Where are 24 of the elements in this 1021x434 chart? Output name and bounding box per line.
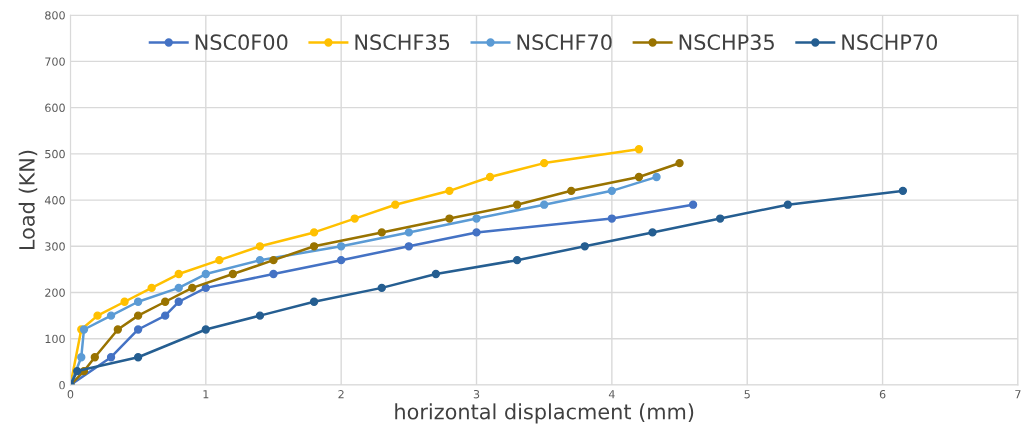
y-axis-title: Load (KN) [18, 150, 38, 250]
legend-label: NSCHF70 [517, 34, 612, 51]
y-tick-label: 400 [44, 196, 65, 205]
x-tick-label: 6 [879, 390, 886, 399]
x-axis-title: horizontal displacment (mm) [395, 403, 694, 424]
y-tick-label: 600 [45, 103, 65, 113]
x-tick-label: 4 [608, 390, 615, 399]
x-tick-label: 7 [1015, 390, 1021, 399]
legend-label: NSC0F00 [195, 34, 288, 51]
x-tick-label: 5 [744, 390, 750, 399]
y-tick-label: 700 [45, 57, 65, 66]
y-tick-label: 500 [45, 149, 65, 159]
x-tick-label: 3 [473, 390, 480, 399]
y-tick-label: 200 [45, 288, 65, 297]
legend-label: NSCHF35 [355, 34, 450, 51]
y-tick-label: 100 [45, 334, 65, 344]
y-tick-label: 0 [59, 380, 65, 390]
y-tick-label: 800 [45, 11, 65, 20]
legend-label: NSCHP70 [842, 34, 938, 51]
x-tick-label: 0 [67, 390, 74, 399]
legend-label: NSCHP35 [679, 34, 774, 51]
y-tick-label: 300 [45, 242, 65, 251]
x-tick-label: 2 [338, 390, 344, 399]
x-tick-label: 1 [203, 390, 209, 399]
